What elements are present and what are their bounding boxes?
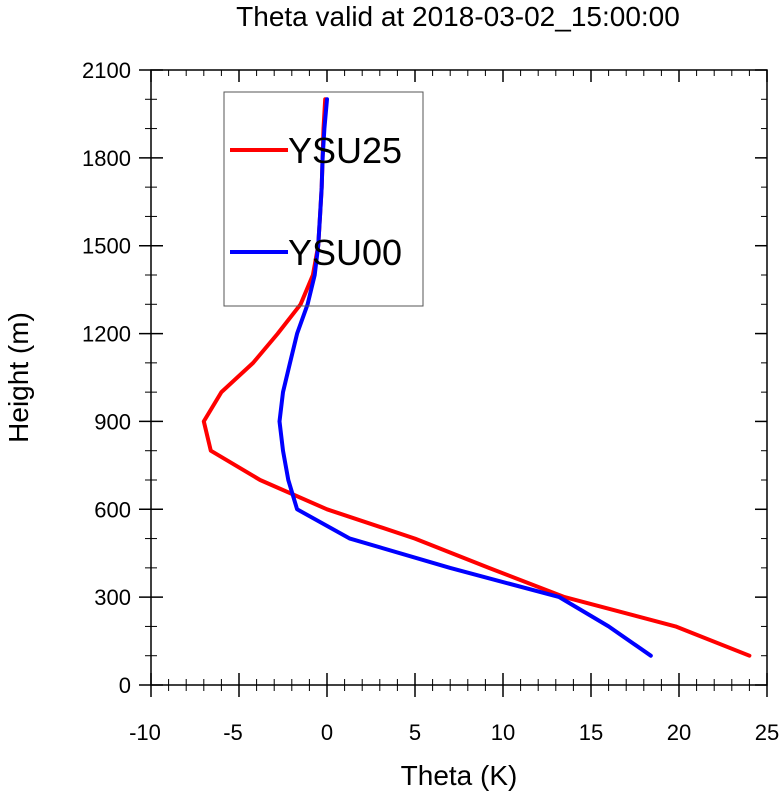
y-axis-title: Height (m) <box>3 312 34 443</box>
plot-border <box>150 69 768 686</box>
legend-label-ysu00: YSU00 <box>288 232 402 273</box>
major-ticks <box>139 69 768 697</box>
y-tick-label: 0 <box>119 673 131 698</box>
legend-label-ysu25: YSU25 <box>288 130 402 171</box>
chart-title: Theta valid at 2018-03-02_15:00:00 <box>236 1 680 32</box>
minor-ticks <box>145 70 767 691</box>
x-tick-label: -10 <box>129 720 161 745</box>
y-tick-label: 900 <box>94 409 131 434</box>
x-axis-title: Theta (K) <box>401 760 518 791</box>
y-tick-label: 300 <box>94 585 131 610</box>
x-tick-label: 15 <box>579 720 603 745</box>
y-tick-label: 1800 <box>82 146 131 171</box>
x-tick-label: 10 <box>491 720 515 745</box>
series-lines <box>201 97 752 658</box>
y-tick-label: 2100 <box>82 58 131 83</box>
legend-box <box>223 91 424 307</box>
x-tick-label: -5 <box>223 720 243 745</box>
x-tick-label: 5 <box>409 720 421 745</box>
x-tick-label: 25 <box>755 720 779 745</box>
x-tick-labels: -10 -5 0 5 10 15 20 25 <box>129 720 779 745</box>
x-tick-label: 20 <box>667 720 691 745</box>
x-tick-label: 0 <box>321 720 333 745</box>
y-tick-labels: 0 300 600 900 1200 1500 1800 2100 <box>82 58 131 698</box>
plot-frame <box>150 69 768 686</box>
legend: YSU25 YSU00 <box>223 91 424 307</box>
series-line-ysu00 <box>277 97 653 658</box>
y-tick-label: 1200 <box>82 322 131 347</box>
y-tick-label: 1500 <box>82 234 131 259</box>
y-tick-label: 600 <box>94 497 131 522</box>
